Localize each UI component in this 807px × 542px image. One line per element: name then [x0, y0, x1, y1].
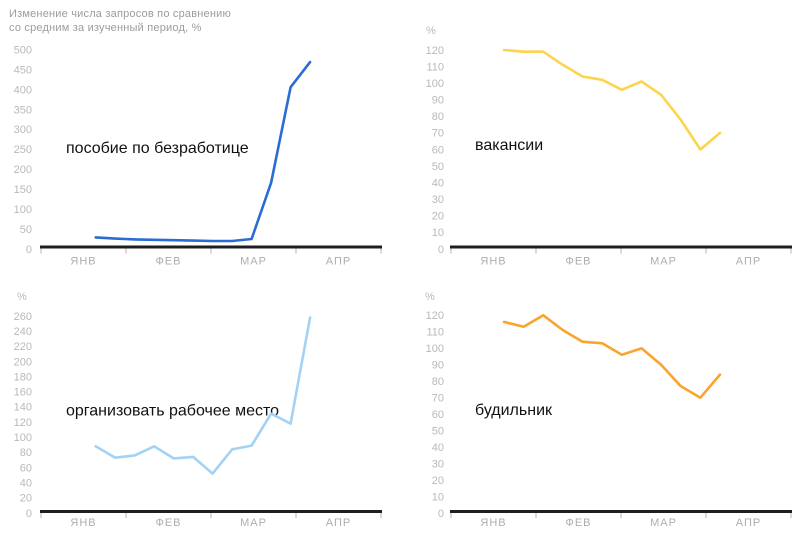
y-tick-label: 300: [14, 124, 32, 136]
y-tick-label: 200: [14, 356, 32, 368]
y-tick-label: 500: [14, 45, 32, 57]
y-tick-label: 60: [20, 462, 32, 474]
y-tick-label: 80: [432, 111, 444, 123]
y-tick-label: 0: [438, 244, 444, 256]
y-tick-label: 0: [26, 244, 32, 256]
data-line: [94, 60, 312, 243]
y-tick-label: 30: [432, 194, 444, 206]
y-tick-label: 350: [14, 104, 32, 116]
y-tick-label: 40: [20, 477, 32, 489]
y-tick-label: 400: [14, 84, 32, 96]
line-chart-3: 0 20 40 60 80 100 120 140 160 180 200 220 240 260% ЯНВ…: [14, 291, 382, 529]
y-tick-label: 60: [432, 144, 444, 156]
y-tick-label: 80: [432, 376, 444, 388]
y-tick-label: 250: [14, 144, 32, 156]
y-tick-label: 120: [426, 310, 444, 322]
y-tick-label: 20: [20, 493, 32, 505]
x-month-label: АПР: [326, 256, 351, 268]
data-line: [502, 313, 722, 399]
y-tick-label: 0: [26, 508, 32, 520]
chart-title: вакансии: [475, 137, 543, 154]
y-tick-label: 40: [432, 177, 444, 189]
line-chart-2: 0 10 20 30 40 50 60 70 80 90 100 110 120% ЯНВ ФЕВ МАР АП…: [426, 25, 792, 268]
x-month-label: ЯНВ: [480, 517, 506, 529]
x-month-label: МАР: [650, 256, 677, 268]
y-axis-unit-label: %: [17, 291, 27, 303]
x-month-label: ФЕВ: [565, 517, 591, 529]
x-month-label: ФЕВ: [155, 256, 181, 268]
x-month-label: МАР: [650, 517, 677, 529]
y-tick-label: 100: [426, 78, 444, 90]
y-tick-label: 160: [14, 387, 32, 399]
x-month-label: ФЕВ: [155, 517, 181, 529]
page-title: Изменение числа запросов по сравнению со…: [9, 7, 231, 35]
y-tick-label: 90: [432, 360, 444, 372]
y-tick-label: 30: [432, 458, 444, 470]
x-month-label: АПР: [326, 517, 351, 529]
chart-title: пособие по безработице: [66, 140, 249, 157]
y-tick-label: 10: [432, 227, 444, 239]
line-chart-4: 0 10 20 30 40 50 60 70 80 90 100 110 120% ЯНВ ФЕВ МАР АП…: [425, 291, 792, 529]
y-tick-label: 90: [432, 95, 444, 107]
y-tick-label: 100: [426, 343, 444, 355]
y-tick-label: 110: [426, 327, 444, 339]
data-line: [502, 48, 722, 151]
y-tick-label: 70: [432, 128, 444, 140]
y-tick-label: 240: [14, 326, 32, 338]
y-tick-label: 10: [432, 491, 444, 503]
x-month-label: АПР: [736, 517, 761, 529]
x-month-label: МАР: [240, 256, 267, 268]
y-tick-label: 180: [14, 371, 32, 383]
x-month-label: ЯНВ: [480, 256, 506, 268]
page-title-line1: Изменение числа запросов по сравнению: [9, 8, 231, 20]
y-tick-label: 200: [14, 164, 32, 176]
chart-title: будильник: [475, 402, 553, 419]
chart-title: организовать рабочее место: [66, 403, 279, 420]
y-tick-label: 120: [14, 417, 32, 429]
x-month-label: АПР: [736, 256, 761, 268]
data-line: [94, 316, 312, 475]
y-tick-label: 150: [14, 184, 32, 196]
line-chart-1: 0 50 100 150 200 250 300 350 400 450 500 ЯНВ ФЕВ МАР А…: [14, 45, 382, 268]
y-tick-label: 220: [14, 341, 32, 353]
y-tick-label: 0: [438, 508, 444, 520]
y-axis-unit-label: %: [425, 291, 435, 303]
y-axis-unit-label: %: [426, 25, 436, 37]
y-tick-label: 80: [20, 447, 32, 459]
y-tick-label: 60: [432, 409, 444, 421]
y-tick-label: 20: [432, 475, 444, 487]
y-tick-label: 100: [14, 432, 32, 444]
y-tick-label: 100: [14, 204, 32, 216]
page-title-line2: со средним за изученный период, %: [9, 22, 202, 34]
y-tick-label: 50: [432, 161, 444, 173]
y-tick-label: 140: [14, 402, 32, 414]
y-tick-label: 120: [426, 45, 444, 57]
y-tick-label: 260: [14, 311, 32, 323]
y-tick-label: 70: [432, 392, 444, 404]
x-month-label: ФЕВ: [565, 256, 591, 268]
x-month-label: ЯНВ: [70, 517, 96, 529]
y-tick-label: 20: [432, 211, 444, 223]
y-tick-label: 50: [20, 224, 32, 236]
y-tick-label: 40: [432, 442, 444, 454]
x-month-label: ЯНВ: [70, 256, 96, 268]
y-tick-label: 50: [432, 425, 444, 437]
y-tick-label: 450: [14, 64, 32, 76]
y-tick-label: 110: [426, 61, 444, 73]
x-month-label: МАР: [240, 517, 267, 529]
